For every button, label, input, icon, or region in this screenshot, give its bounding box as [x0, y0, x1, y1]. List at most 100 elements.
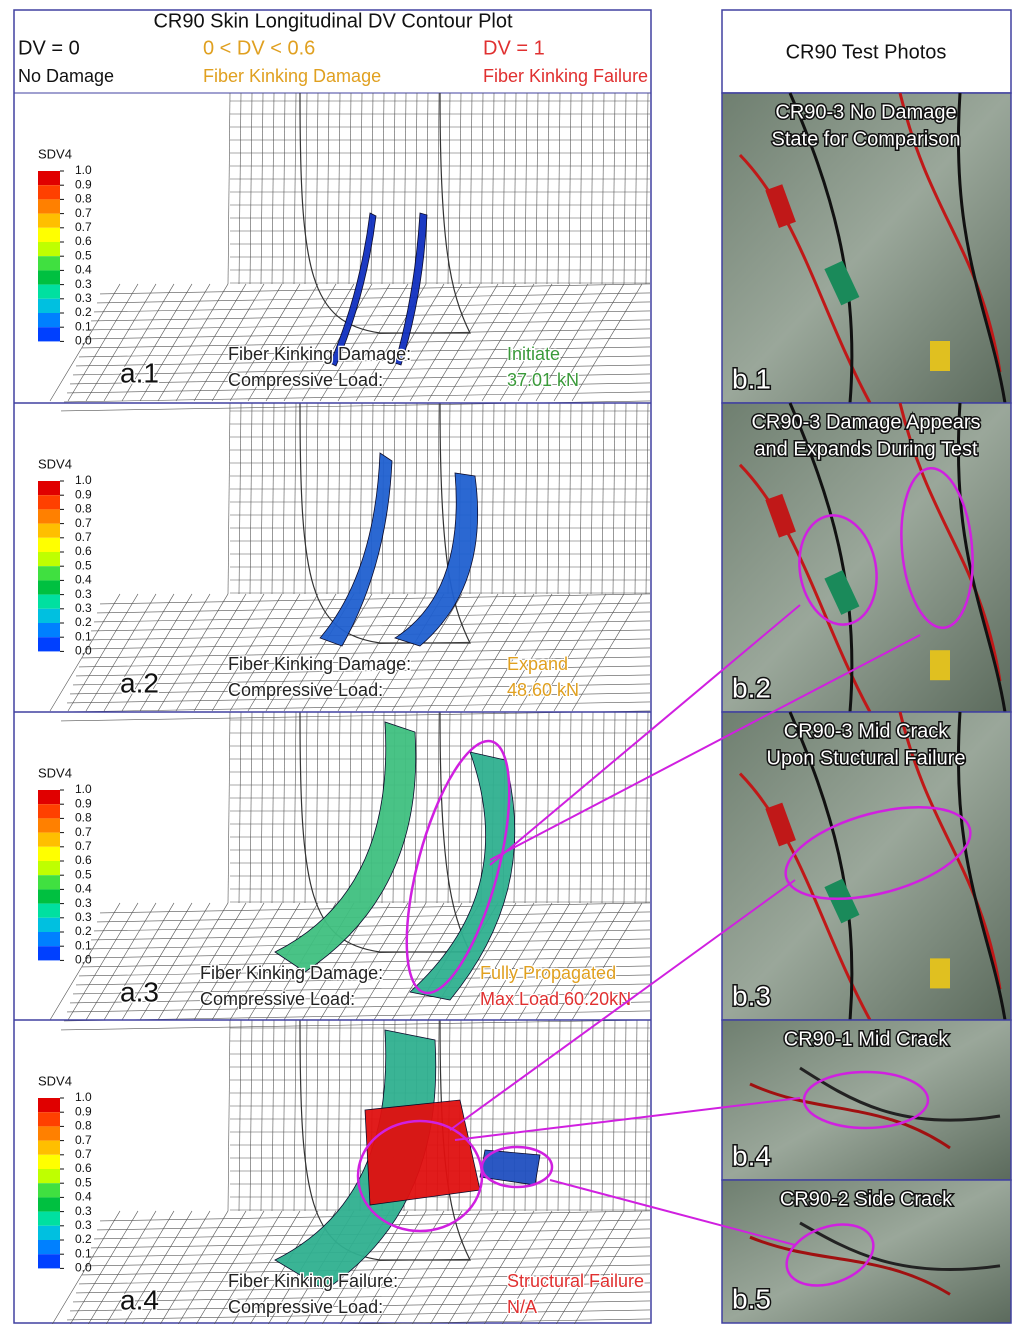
mesh-line — [283, 403, 285, 594]
mesh-line — [591, 1020, 593, 1211]
photo-caption: CR90-1 Mid Crack — [784, 1028, 949, 1050]
legend-label: 0 < DV < 0.6 — [203, 37, 315, 59]
mesh-line — [64, 392, 650, 402]
colorbar-segment — [38, 580, 60, 594]
mesh-line — [228, 403, 230, 594]
colorbar-label: 0.8 — [75, 811, 92, 825]
legend-description: No Damage — [18, 66, 114, 86]
mesh-line — [646, 1020, 648, 1211]
mesh-line — [602, 712, 604, 903]
mesh-line — [572, 1211, 642, 1324]
mesh-line — [356, 903, 426, 1020]
colorbar-label: 0.4 — [75, 263, 92, 277]
colorbar-segment — [38, 538, 60, 552]
mesh-layer — [50, 93, 650, 1324]
mesh-line — [327, 93, 329, 284]
mesh-line — [437, 93, 439, 284]
load-label: Compressive Load: — [228, 1297, 383, 1317]
colorbar-segment — [38, 552, 60, 566]
photo-caption: and Expands During Test — [754, 438, 978, 460]
mesh-line — [580, 1020, 582, 1211]
damage-state: Structural Failure — [507, 1271, 644, 1291]
clip — [930, 341, 950, 371]
mesh-line — [547, 403, 549, 594]
colorbar-segment — [38, 1112, 60, 1126]
mesh-line — [327, 712, 329, 903]
mesh-line — [349, 712, 351, 903]
colorbar-segment — [38, 256, 60, 270]
damage-region — [395, 473, 478, 646]
figure: CR90 Skin Longitudinal DV Contour Plot D… — [0, 0, 1013, 1324]
colorbar-segment — [38, 1226, 60, 1240]
mesh-line — [635, 1020, 637, 1211]
colorbar-label: 0.0 — [75, 334, 92, 348]
mesh-line — [624, 712, 626, 903]
colorbar-segment — [38, 228, 60, 242]
mesh-line — [426, 93, 428, 284]
colorbar-segment — [38, 1155, 60, 1169]
mesh-line — [503, 1020, 505, 1211]
mesh-line — [404, 93, 406, 284]
mesh-line — [514, 93, 516, 284]
mesh-line — [294, 712, 296, 903]
colorbar-label: 0.3 — [75, 896, 92, 910]
colorbar-label: 0.3 — [75, 910, 92, 924]
mesh-line — [228, 712, 230, 903]
colorbar-label: 0.7 — [75, 516, 92, 530]
load-label: Compressive Load: — [228, 680, 383, 700]
colorbar-segment — [38, 1197, 60, 1211]
mesh-line — [327, 403, 329, 594]
colorbar-label: 0.3 — [75, 1218, 92, 1232]
colorbar-segment — [38, 313, 60, 327]
legend-description: Fiber Kinking Damage — [203, 66, 381, 86]
photo-label: b.5 — [732, 1283, 771, 1314]
mesh-line — [554, 1211, 624, 1324]
colorbar-label: 0.3 — [75, 601, 92, 615]
mesh-line — [446, 284, 516, 401]
mesh-line — [536, 712, 538, 903]
mesh-line — [547, 712, 549, 903]
photo-caption: Upon Stuctural Failure — [767, 747, 966, 769]
colorbar-segment — [38, 524, 60, 538]
mesh-line — [305, 93, 307, 284]
mesh-line — [446, 594, 516, 711]
clip — [930, 650, 950, 680]
mesh-line — [536, 1211, 606, 1324]
colorbar-label: 0.1 — [75, 629, 92, 643]
mesh-line — [272, 93, 274, 284]
colorbar-segment — [38, 847, 60, 861]
colorbar-segment — [38, 481, 60, 495]
colorbar-segment — [38, 171, 60, 185]
mesh-line — [646, 93, 648, 284]
mesh-line — [228, 93, 230, 284]
colorbar-label: 1.0 — [75, 782, 92, 796]
colorbar-label: 0.3 — [75, 291, 92, 305]
mesh-line — [97, 293, 650, 303]
stiffener — [300, 93, 470, 333]
mesh-line — [349, 403, 351, 594]
colorbar-segment — [38, 1254, 60, 1268]
mesh-line — [624, 1020, 626, 1211]
mesh-line — [580, 712, 582, 903]
load-value: Max Load 60.20kN — [480, 989, 631, 1009]
colorbar-segment — [38, 242, 60, 256]
legend-label: DV = 0 — [18, 37, 80, 59]
mesh-line — [580, 93, 582, 284]
mesh-line — [294, 93, 296, 284]
mesh-line — [261, 1020, 263, 1211]
colorbar-label: 0.1 — [75, 319, 92, 333]
colorbar-segment — [38, 904, 60, 918]
colorbar-label: 0.8 — [75, 502, 92, 516]
mesh-line — [437, 712, 439, 903]
mesh-line — [272, 712, 274, 903]
mesh-line — [338, 712, 340, 903]
colorbar-label: 0.0 — [75, 953, 92, 967]
colorbar-label: 1.0 — [75, 163, 92, 177]
mesh-line — [492, 403, 494, 594]
mesh-line — [547, 1020, 549, 1211]
colorbar-label: 0.5 — [75, 558, 92, 572]
photo-label: b.4 — [732, 1140, 771, 1171]
mesh-line — [602, 93, 604, 284]
mesh-line — [393, 93, 395, 284]
mesh-line — [415, 403, 417, 594]
